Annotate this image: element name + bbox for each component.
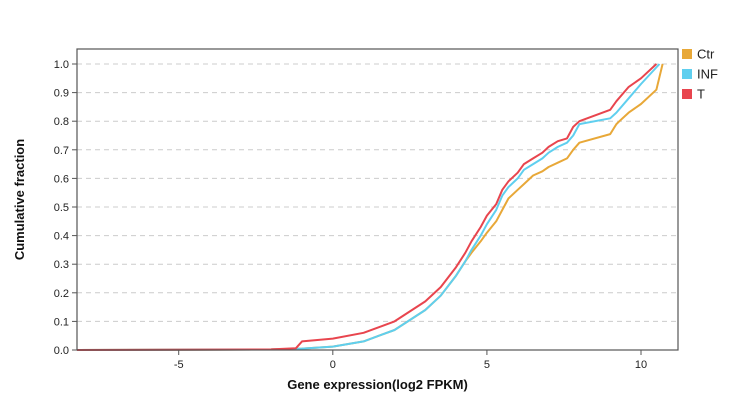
legend: Ctr INF T	[682, 47, 718, 102]
x-tick-label: 5	[484, 359, 490, 371]
x-axis-title: Gene expression(log2 FPKM)	[287, 377, 468, 392]
series-line-t	[76, 63, 658, 351]
legend-swatch-ctr	[682, 49, 692, 59]
legend-label-t: T	[697, 87, 705, 102]
y-tick-label: 0.0	[54, 345, 69, 357]
y-tick-label: 0.6	[54, 173, 69, 185]
y-tick-label: 0.2	[54, 288, 69, 300]
plot-frame	[76, 48, 679, 351]
y-tick-label: 1.0	[54, 59, 69, 71]
legend-label-inf: INF	[697, 67, 718, 82]
y-tick-label: 0.8	[54, 116, 69, 128]
grid-lines	[77, 63, 678, 322]
y-tick-label: 0.3	[54, 259, 69, 271]
y-axis-title: Cumulative fraction	[12, 139, 27, 260]
y-tick-label: 0.7	[54, 145, 69, 157]
legend-label-ctr: Ctr	[697, 47, 715, 62]
x-tick-label: 0	[330, 359, 336, 371]
y-tick-label: 0.5	[54, 202, 69, 214]
y-tick-label: 0.9	[54, 88, 69, 100]
legend-swatch-t	[682, 89, 692, 99]
legend-swatch-inf	[682, 69, 692, 79]
y-tick-label: 0.4	[54, 231, 69, 243]
x-tick-label: -5	[174, 359, 184, 371]
x-tick-label: 10	[635, 359, 647, 371]
y-tick-label: 0.1	[54, 316, 69, 328]
series-line-inf	[76, 63, 661, 351]
axis-ticks: 0.0 0.1 0.2 0.3 0.4 0.5 0.6 0.7 0.8 0.9 1.0 -5 0 5 10	[54, 59, 647, 371]
series-lines	[76, 63, 664, 351]
